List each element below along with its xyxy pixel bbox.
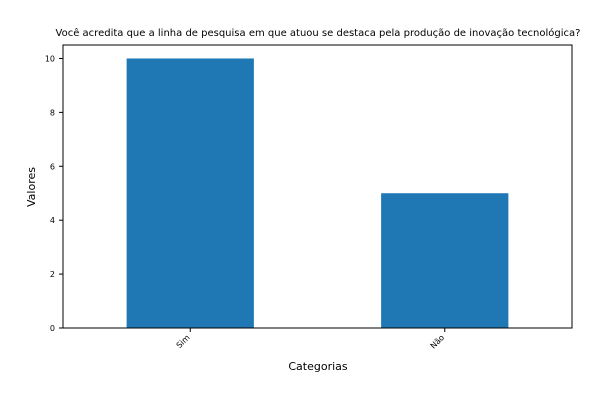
x-axis-ticks: Sim Não	[175, 328, 447, 351]
bars-group	[126, 58, 509, 328]
x-tick-label: Sim	[175, 333, 192, 350]
y-tick-label: 8	[50, 108, 55, 117]
y-tick-label: 0	[50, 324, 55, 333]
bar-1	[126, 58, 254, 328]
y-tick-label: 2	[50, 270, 55, 279]
x-tick-label: Não	[429, 333, 447, 351]
bar-2	[381, 193, 509, 328]
chart-title: Você acredita que a linha de pesquisa em…	[56, 27, 581, 39]
plot-frame	[62, 44, 573, 329]
x-axis-label: Categorias	[288, 360, 348, 373]
y-axis-label: Valores	[25, 167, 38, 207]
y-tick-label: 4	[50, 216, 55, 225]
y-tick-label: 6	[50, 162, 55, 171]
y-axis-ticks: 0 2 4 6 8 10	[45, 54, 63, 333]
y-tick-label: 10	[45, 54, 55, 63]
